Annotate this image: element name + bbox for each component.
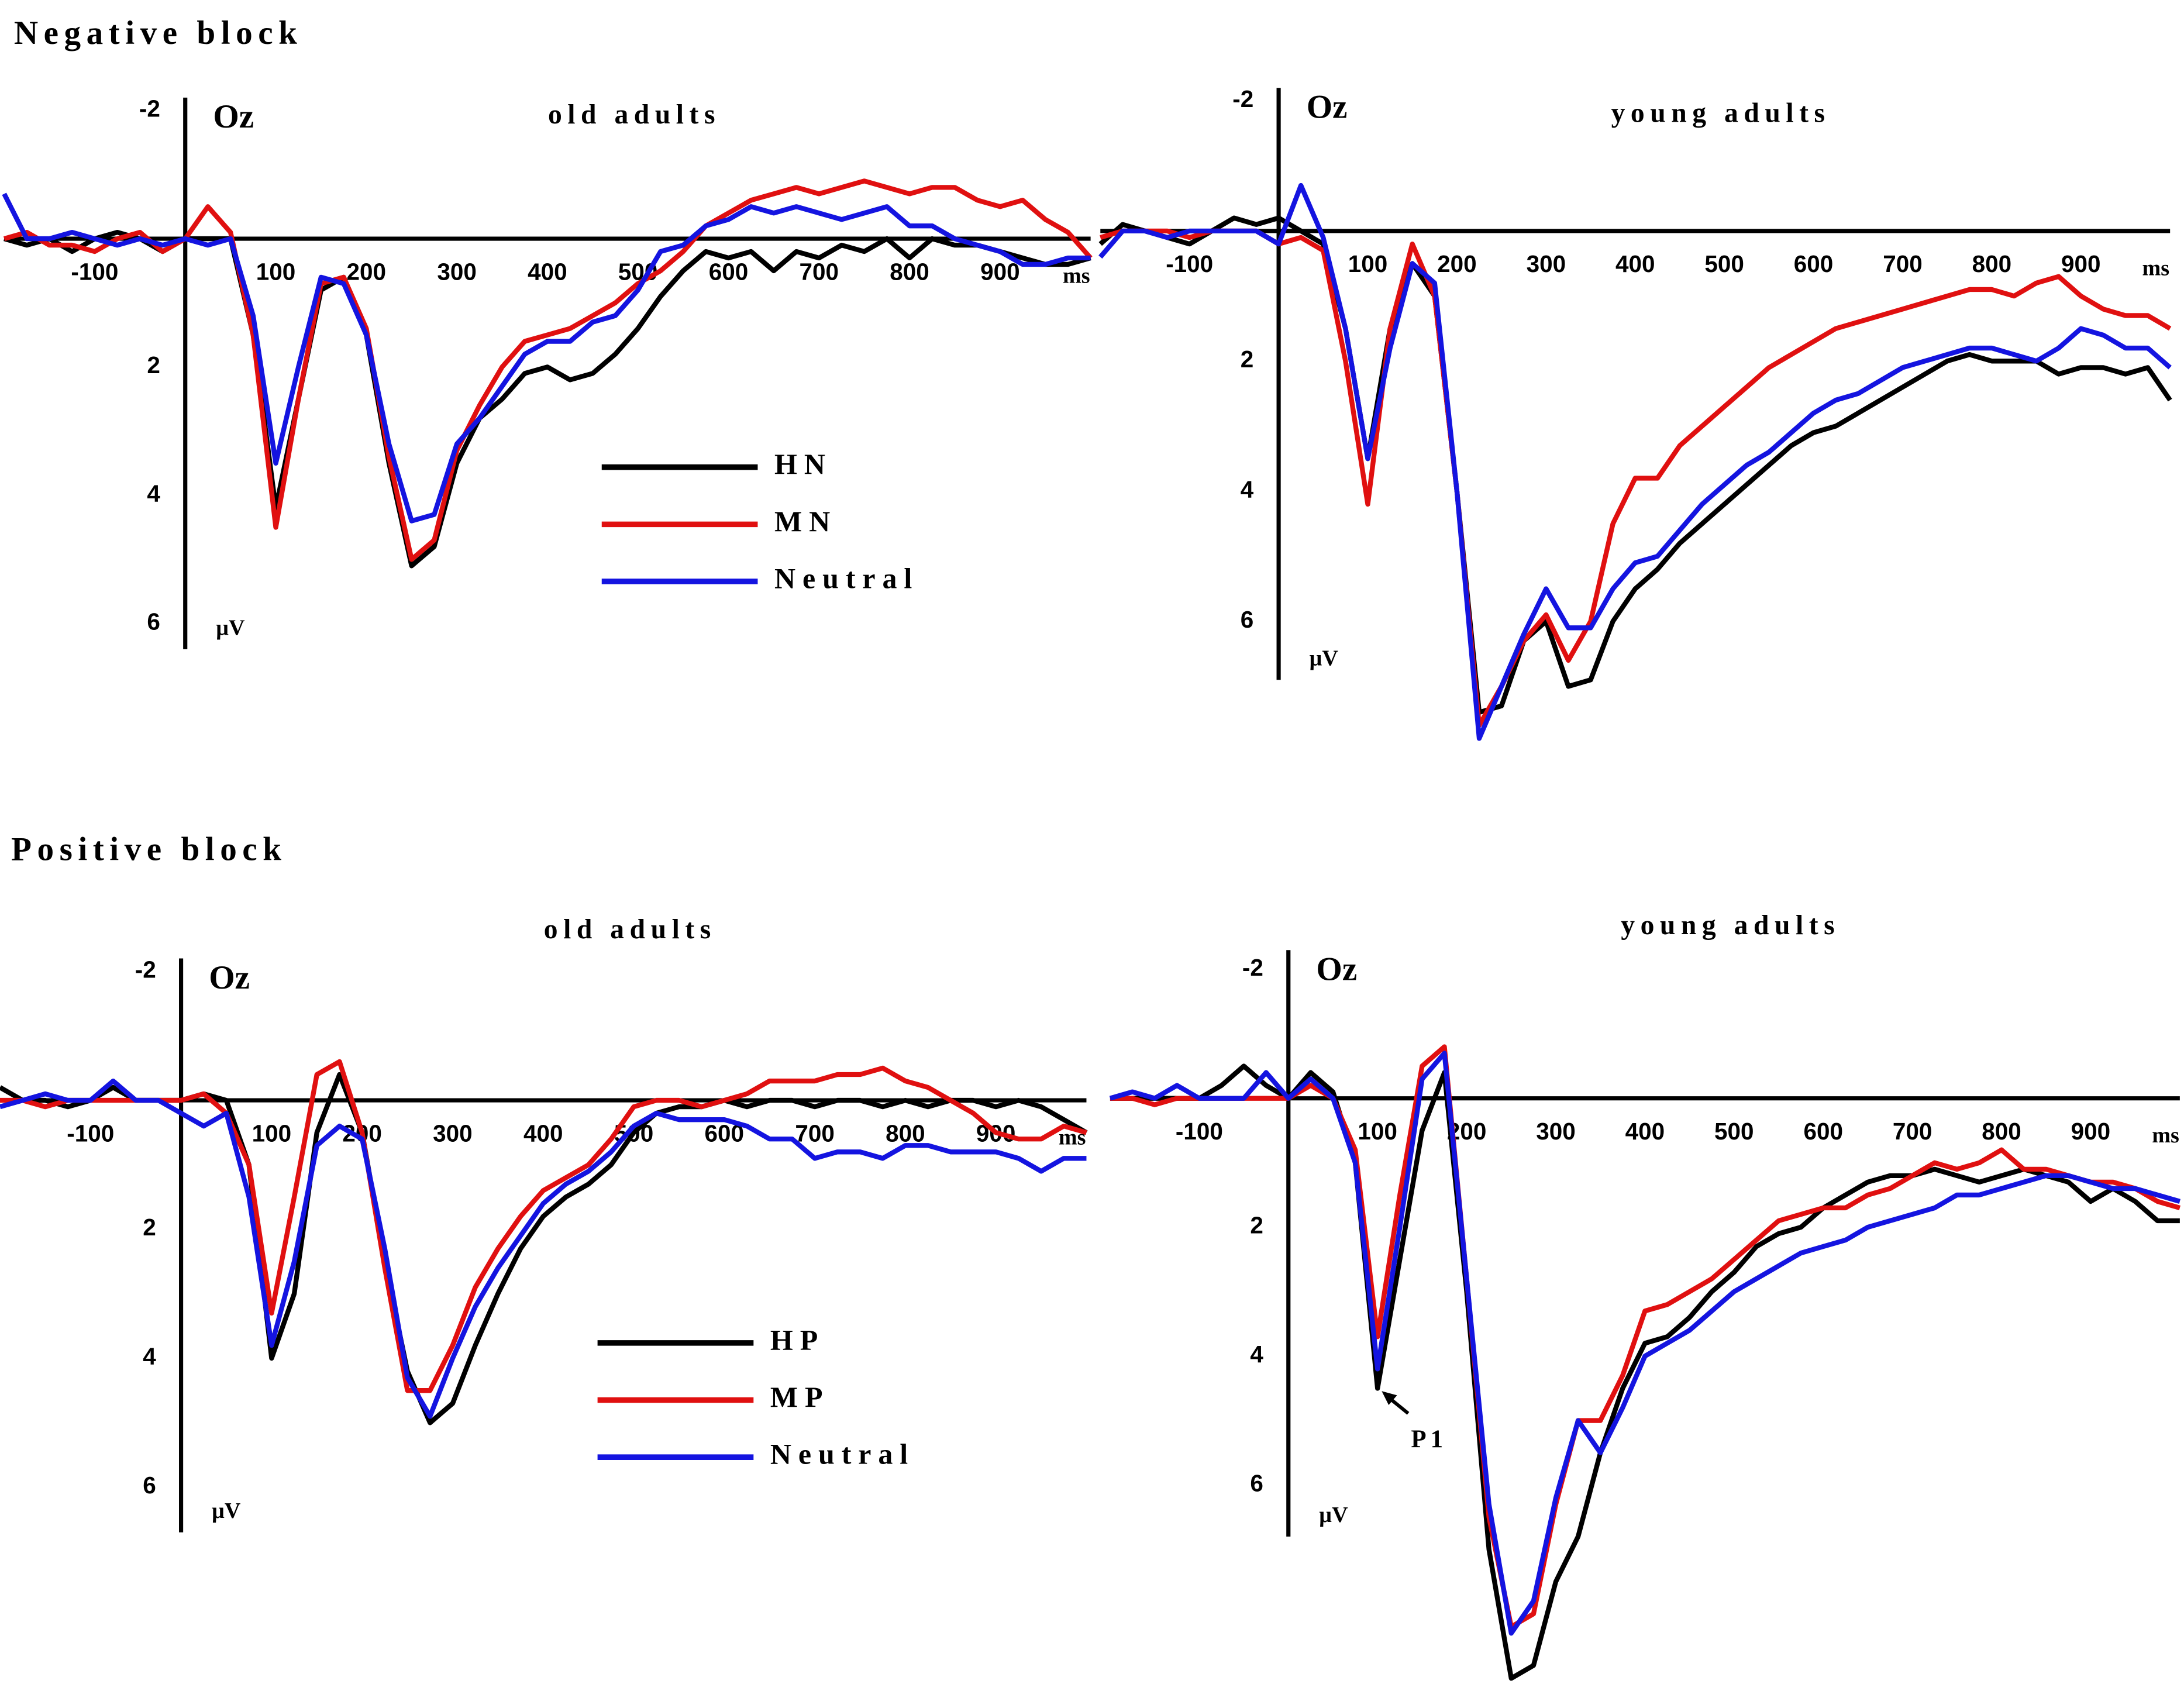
legend-label: MN <box>774 505 837 538</box>
electrode-label: Oz <box>209 959 250 996</box>
legend-label: HN <box>774 447 832 480</box>
x-tick-label: 600 <box>1794 250 1834 277</box>
x-tick-label: 200 <box>347 258 387 285</box>
x-tick-label: 700 <box>1883 250 1923 277</box>
x-tick-label: 300 <box>1536 1118 1576 1145</box>
x-tick-label: 100 <box>252 1120 292 1146</box>
x-tick-label: 800 <box>890 258 929 285</box>
y-tick-label: 4 <box>147 480 160 507</box>
section-title: Negative block <box>14 15 303 51</box>
x-tick-label: 300 <box>437 258 477 285</box>
x-tick-label: -100 <box>71 258 118 285</box>
waveform <box>1098 215 2172 715</box>
y-tick-label: 6 <box>1241 606 1254 633</box>
y-tick-label: 4 <box>1250 1341 1263 1368</box>
x-tick-label: 500 <box>1704 250 1744 277</box>
x-tick-label: 800 <box>1982 1118 2021 1145</box>
y-tick-label: -2 <box>139 95 160 122</box>
y-tick-label: 4 <box>143 1343 156 1370</box>
y-axis-label: µV <box>212 1499 241 1523</box>
x-tick-label: 700 <box>799 258 839 285</box>
y-axis-label: µV <box>216 615 245 640</box>
x-tick-label: 100 <box>1358 1118 1397 1145</box>
x-tick-label: 400 <box>528 258 567 285</box>
x-tick-label: 600 <box>709 258 749 285</box>
x-tick-label: 100 <box>256 258 296 285</box>
electrode-label: Oz <box>1316 951 1357 987</box>
x-tick-label: 700 <box>1893 1118 1932 1145</box>
x-tick-label: 900 <box>2061 250 2101 277</box>
annotation: P1 <box>1411 1425 1447 1453</box>
x-tick-label: 800 <box>886 1120 925 1146</box>
y-tick-label: 2 <box>1241 346 1254 373</box>
x-tick-label: 200 <box>1437 250 1477 277</box>
y-tick-label: 2 <box>147 352 160 378</box>
x-tick-label: 300 <box>1527 250 1566 277</box>
legend-label: Neutral <box>770 1438 915 1471</box>
legend-label: HP <box>770 1323 825 1356</box>
x-tick-label: 900 <box>980 258 1020 285</box>
y-tick-label: 4 <box>1241 476 1254 502</box>
x-tick-label: -100 <box>67 1120 114 1146</box>
panel-title: young adults <box>1621 910 1840 941</box>
electrode-label: Oz <box>1307 88 1348 125</box>
y-tick-label: 6 <box>143 1472 156 1499</box>
x-tick-label: 300 <box>433 1120 473 1146</box>
x-tick-label: 400 <box>1625 1118 1665 1145</box>
y-axis-label: µV <box>1309 646 1338 671</box>
waveform <box>2 192 1091 524</box>
electrode-label: Oz <box>213 98 254 135</box>
y-tick-label: -2 <box>1242 954 1263 981</box>
y-tick-label: 2 <box>143 1214 156 1241</box>
waveform <box>1100 228 2172 728</box>
panel-title: old adults <box>548 99 721 130</box>
waveform <box>0 1059 1087 1393</box>
legend-label: Neutral <box>774 562 919 594</box>
x-tick-label: 800 <box>1972 250 2012 277</box>
waveform <box>1109 1051 2181 1636</box>
x-tick-label: 500 <box>1714 1118 1754 1145</box>
legend-label: MP <box>770 1380 830 1413</box>
x-tick-label: -100 <box>1166 250 1213 277</box>
x-tick-label: 900 <box>2071 1118 2111 1145</box>
y-tick-label: 6 <box>147 608 160 635</box>
waveform <box>1098 183 2172 741</box>
x-tick-label: 400 <box>1615 250 1655 277</box>
x-tick-label: -100 <box>1176 1118 1223 1145</box>
y-axis-label: µV <box>1319 1503 1348 1527</box>
x-tick-label: 400 <box>523 1120 563 1146</box>
x-axis-label: ms <box>2142 256 2170 280</box>
panel-title: young adults <box>1611 98 1831 129</box>
y-tick-label: -2 <box>1232 85 1253 112</box>
waveform <box>0 1078 1087 1419</box>
annotation-arrowhead <box>1382 1391 1397 1406</box>
panel-title: old adults <box>544 914 716 945</box>
waveform <box>1110 1063 2180 1681</box>
x-tick-label: 600 <box>1803 1118 1843 1145</box>
y-tick-label: 2 <box>1250 1212 1263 1239</box>
section-title: Positive block <box>11 831 287 868</box>
x-axis-label: ms <box>1063 264 1090 288</box>
x-tick-label: 700 <box>795 1120 835 1146</box>
x-tick-label: 100 <box>1348 250 1388 277</box>
x-axis-label: ms <box>2152 1123 2179 1148</box>
y-tick-label: 6 <box>1250 1469 1263 1496</box>
y-tick-label: -2 <box>135 956 156 983</box>
